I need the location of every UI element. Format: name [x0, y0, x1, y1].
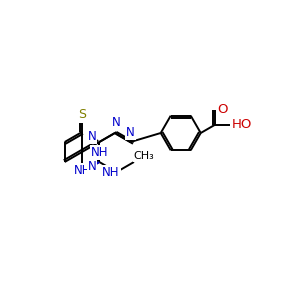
- Text: N: N: [126, 126, 135, 139]
- Text: O: O: [218, 103, 228, 116]
- Text: NH₂: NH₂: [74, 164, 96, 177]
- Text: N: N: [112, 116, 121, 129]
- Text: S: S: [78, 109, 86, 122]
- Text: CH₃: CH₃: [134, 152, 154, 161]
- Text: N: N: [88, 130, 96, 143]
- Text: NH: NH: [102, 166, 120, 179]
- Text: N: N: [88, 160, 96, 173]
- Text: HO: HO: [231, 118, 252, 131]
- Text: NH: NH: [91, 146, 108, 159]
